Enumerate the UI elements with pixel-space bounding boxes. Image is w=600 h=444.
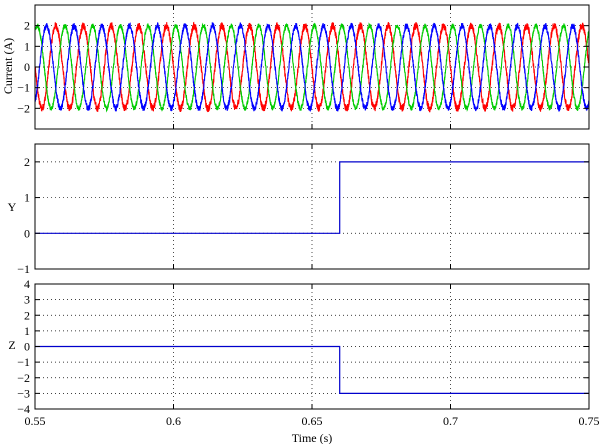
ylabel-z: Z — [8, 338, 15, 352]
series-group — [35, 161, 589, 234]
ylabel-current: Current (A) — [1, 38, 15, 94]
y-tick-label: −4 — [17, 402, 30, 416]
ylabel-y: Y — [8, 200, 17, 214]
x-tick-label: 0.75 — [579, 414, 600, 428]
panel-0: 2 1 0 −1 −2 — [17, 4, 590, 130]
y-tick-label: 2 — [24, 308, 30, 322]
y-tick-label: −2 — [17, 371, 30, 385]
plot-frame — [34, 143, 590, 270]
y-tick-label: 1 — [24, 39, 30, 53]
y-tick-label: −2 — [17, 101, 30, 115]
y-tick-label: −1 — [17, 262, 30, 276]
xlabel-time: Time (s) — [292, 431, 333, 444]
series-line-0 — [35, 21, 589, 113]
panel-1: 2 1 0 −1 — [17, 143, 590, 276]
y-tick-label: 0 — [24, 340, 30, 354]
y-tick-label: 0 — [24, 226, 30, 240]
series-group — [35, 21, 589, 113]
y-tick-label: 1 — [24, 324, 30, 338]
series-line — [35, 345, 589, 394]
x-tick-label: 0.65 — [302, 414, 323, 428]
y-tick-label: 1 — [24, 191, 30, 205]
y-tick-label: −3 — [17, 386, 30, 400]
series-line-2 — [35, 21, 589, 113]
series-group — [35, 345, 589, 394]
y-tick-label: 0 — [24, 60, 30, 74]
y-tick-label: −1 — [17, 355, 30, 369]
y-tick-label: 4 — [24, 277, 30, 291]
y-tick-label: 2 — [24, 19, 30, 33]
x-tick-label: 0.7 — [443, 414, 458, 428]
x-tick-label: 0.6 — [166, 414, 181, 428]
y-tick-label: 2 — [24, 155, 30, 169]
series-line-1 — [35, 22, 589, 113]
panel-2: 4 32 1 0−1 −2−3 −40.55 0.6 0.65 0.7 0.75 — [17, 277, 599, 428]
y-tick-label: −1 — [17, 81, 30, 95]
y-tick-label: 3 — [24, 293, 30, 307]
series-line — [35, 161, 589, 234]
x-tick-label: 0.55 — [25, 414, 46, 428]
